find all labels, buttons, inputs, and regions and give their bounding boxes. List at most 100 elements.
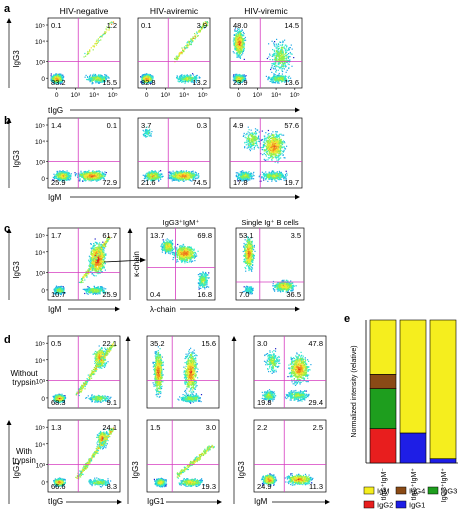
density-point bbox=[233, 34, 235, 36]
density-point bbox=[51, 79, 53, 81]
density-point bbox=[66, 170, 68, 172]
density-point bbox=[187, 81, 189, 83]
density-point bbox=[273, 75, 276, 77]
density-point bbox=[70, 178, 72, 180]
density-point bbox=[188, 80, 190, 82]
density-point bbox=[84, 76, 86, 78]
density-point bbox=[186, 78, 188, 80]
density-point bbox=[93, 77, 95, 79]
density-point bbox=[238, 47, 240, 49]
density-point bbox=[192, 36, 194, 38]
density-point bbox=[281, 73, 283, 75]
density-point bbox=[240, 45, 242, 47]
x-axis-arrowhead bbox=[295, 107, 300, 113]
density-point bbox=[238, 39, 240, 41]
density-point bbox=[242, 43, 244, 45]
density-point bbox=[290, 53, 292, 55]
density-point bbox=[275, 57, 278, 59]
density-point bbox=[85, 172, 88, 175]
density-point bbox=[91, 83, 93, 85]
density-point bbox=[273, 68, 275, 70]
density-point bbox=[285, 71, 287, 73]
density-point bbox=[273, 55, 275, 57]
density-point bbox=[176, 58, 178, 60]
density-point bbox=[62, 76, 64, 78]
density-point bbox=[184, 80, 186, 82]
density-point bbox=[272, 82, 274, 84]
density-point bbox=[69, 175, 71, 177]
density-point bbox=[273, 44, 275, 46]
density-point bbox=[99, 77, 101, 79]
density-point bbox=[273, 49, 275, 51]
density-point bbox=[275, 51, 278, 53]
density-point bbox=[239, 45, 241, 48]
density-point bbox=[233, 52, 235, 54]
density-point bbox=[281, 54, 283, 57]
density-point bbox=[62, 170, 64, 172]
density-point bbox=[271, 54, 274, 56]
density-point bbox=[53, 77, 55, 79]
density-point bbox=[291, 65, 293, 67]
density-point bbox=[92, 45, 94, 47]
density-point bbox=[179, 53, 181, 55]
density-point bbox=[273, 53, 275, 55]
density-point bbox=[58, 73, 60, 75]
density-point bbox=[198, 31, 200, 33]
density-point bbox=[83, 171, 85, 173]
density-point bbox=[53, 80, 55, 83]
density-point bbox=[269, 53, 271, 55]
density-point bbox=[58, 175, 60, 177]
density-point bbox=[55, 82, 57, 84]
density-point bbox=[87, 52, 89, 54]
density-point bbox=[234, 40, 236, 42]
density-point bbox=[59, 77, 61, 79]
density-point bbox=[239, 56, 242, 58]
density-point bbox=[232, 51, 234, 53]
density-point bbox=[56, 82, 58, 84]
density-point bbox=[63, 173, 65, 175]
density-point bbox=[241, 47, 243, 49]
density-point bbox=[281, 79, 283, 81]
density-point bbox=[102, 34, 104, 36]
density-point bbox=[240, 32, 242, 34]
density-point bbox=[289, 47, 291, 49]
density-point bbox=[242, 75, 244, 77]
density-point bbox=[99, 179, 101, 181]
density-point bbox=[282, 65, 284, 67]
density-point bbox=[238, 30, 241, 33]
density-point bbox=[277, 69, 279, 71]
density-point bbox=[186, 79, 188, 82]
density-point bbox=[240, 41, 242, 43]
density-point bbox=[85, 74, 87, 76]
density-point bbox=[87, 76, 89, 78]
density-point bbox=[59, 81, 62, 83]
density-point bbox=[70, 173, 72, 175]
density-point bbox=[55, 81, 58, 83]
density-point bbox=[236, 44, 238, 47]
density-point bbox=[179, 78, 181, 80]
density-point bbox=[281, 64, 283, 66]
density-point bbox=[280, 41, 282, 43]
density-point bbox=[50, 73, 52, 75]
density-point bbox=[92, 82, 94, 84]
density-point bbox=[273, 50, 276, 52]
density-point bbox=[56, 80, 58, 82]
density-point bbox=[283, 63, 285, 65]
density-point bbox=[55, 80, 57, 82]
density-point bbox=[191, 41, 194, 43]
density-point bbox=[179, 75, 181, 77]
density-point bbox=[271, 78, 273, 80]
density-point bbox=[278, 45, 280, 47]
density-point bbox=[86, 78, 88, 81]
density-point bbox=[237, 43, 239, 45]
density-point bbox=[182, 78, 184, 80]
density-point bbox=[94, 76, 96, 78]
density-point bbox=[79, 180, 81, 182]
density-point bbox=[58, 75, 60, 78]
density-point bbox=[278, 72, 280, 75]
density-point bbox=[87, 50, 89, 53]
density-point bbox=[272, 81, 274, 83]
density-point bbox=[97, 77, 99, 79]
density-point bbox=[280, 56, 282, 59]
density-dots bbox=[50, 21, 115, 85]
